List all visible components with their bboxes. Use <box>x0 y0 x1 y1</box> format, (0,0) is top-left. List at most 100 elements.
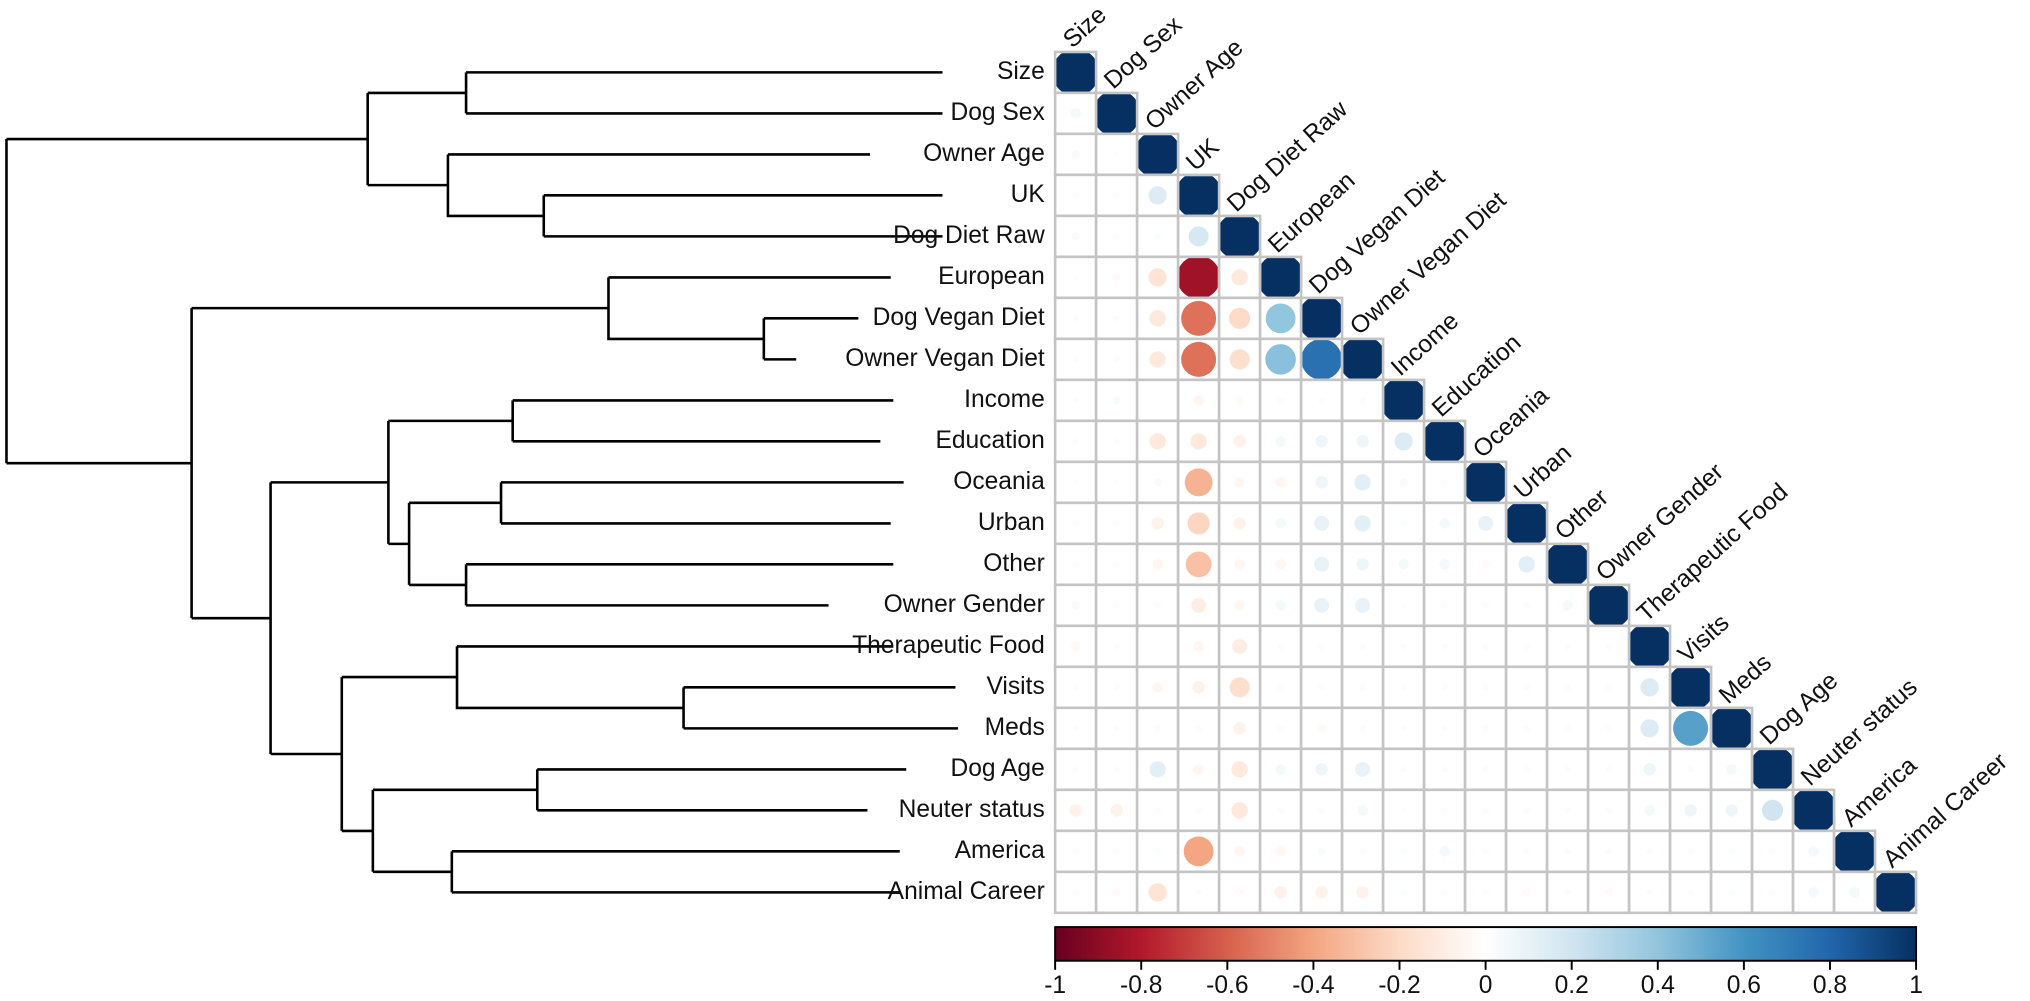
correlation-circle <box>1646 889 1653 896</box>
row-label: Size <box>997 58 1045 85</box>
correlation-circle <box>1181 300 1217 336</box>
correlation-circle <box>1400 684 1407 691</box>
correlation-circle <box>1317 724 1326 733</box>
correlation-circle <box>1354 515 1371 532</box>
correlation-circle <box>1712 709 1751 748</box>
correlation-circle <box>1154 233 1161 240</box>
column-label: Owner Vegan Diet <box>1345 187 1511 341</box>
correlation-circle <box>1275 764 1286 775</box>
correlation-circle <box>1605 848 1612 855</box>
correlation-circle <box>1113 684 1120 691</box>
correlation-circle <box>1072 438 1079 445</box>
colorbar-tick-label: -1 <box>1044 972 1066 999</box>
row-label: Dog Vegan Diet <box>873 304 1045 331</box>
correlation-circle <box>1195 807 1202 814</box>
correlation-circle <box>1359 848 1366 855</box>
correlation-circle <box>1112 888 1121 897</box>
correlation-circle <box>1769 889 1776 896</box>
row-label: Owner Age <box>923 140 1045 167</box>
correlation-circle <box>1191 597 1207 613</box>
correlation-circle <box>1355 597 1371 613</box>
correlation-circle <box>1315 886 1328 899</box>
correlation-circle <box>1604 888 1613 897</box>
correlation-circle <box>1441 643 1448 650</box>
correlation-circle <box>1728 889 1735 896</box>
correlation-circle <box>1359 725 1366 732</box>
column-label: Visits <box>1673 609 1734 668</box>
correlation-circle <box>1275 846 1286 857</box>
correlation-circle <box>1398 559 1409 570</box>
correlation-circle <box>1155 644 1160 649</box>
cell <box>1422 624 1467 669</box>
colorbar-tick-label: -0.4 <box>1292 972 1334 999</box>
correlation-circle <box>1318 397 1325 404</box>
correlation-circle <box>1154 602 1161 609</box>
correlation-circle <box>1192 681 1205 694</box>
correlation-circle <box>1113 192 1120 199</box>
correlation-circle <box>1195 725 1202 732</box>
correlation-circle <box>1277 725 1284 732</box>
correlation-circle <box>1072 192 1079 199</box>
correlation-circle <box>1179 176 1218 215</box>
correlation-circle <box>1148 883 1167 902</box>
correlation-circle <box>1644 805 1655 816</box>
correlation-circle <box>1523 684 1530 691</box>
correlation-circle <box>1229 677 1250 698</box>
correlation-circle <box>1113 848 1120 855</box>
correlation-circle <box>1112 396 1121 405</box>
correlation-circle <box>1876 873 1915 912</box>
row-label: Other <box>983 550 1044 577</box>
correlation-circle <box>1113 479 1120 486</box>
row-label: Income <box>964 386 1045 413</box>
correlation-circle <box>1188 226 1209 247</box>
correlation-circle <box>1523 602 1530 609</box>
correlation-circle <box>1343 340 1382 379</box>
correlation-circle <box>1356 558 1369 571</box>
correlation-circle <box>1318 643 1325 650</box>
colorbar-tick-label: 0.4 <box>1641 972 1675 999</box>
matrix <box>1053 50 1918 915</box>
correlation-circle <box>1564 807 1571 814</box>
correlation-circle <box>1359 643 1366 650</box>
correlation-circle <box>1302 340 1341 379</box>
correlation-circle <box>1808 887 1819 898</box>
correlation-circle <box>1400 725 1407 732</box>
correlation-circle <box>1564 766 1571 773</box>
correlation-circle <box>1673 710 1709 746</box>
correlation-circle <box>1762 799 1784 821</box>
correlation-circle <box>1400 520 1407 527</box>
correlation-circle <box>1231 802 1248 819</box>
correlation-circle <box>1056 53 1095 92</box>
correlation-circle <box>1113 561 1120 568</box>
correlation-circle <box>1275 477 1286 488</box>
correlation-circle <box>1072 684 1079 691</box>
correlation-circle <box>1482 848 1489 855</box>
correlation-circle <box>1564 725 1571 732</box>
correlation-circle <box>1113 356 1120 363</box>
correlation-circle <box>1149 310 1166 327</box>
correlation-circle <box>1231 761 1248 778</box>
correlation-circle <box>1355 761 1371 777</box>
correlation-circle <box>1277 397 1284 404</box>
row-label: Owner Vegan Diet <box>845 345 1045 372</box>
correlation-circle <box>1605 766 1612 773</box>
correlation-circle <box>1318 807 1325 814</box>
row-label: Therapeutic Food <box>852 632 1045 659</box>
correlation-circle <box>1482 602 1489 609</box>
correlation-circle <box>1265 303 1296 334</box>
correlation-circle <box>1835 832 1874 871</box>
correlation-circle <box>1071 601 1080 610</box>
correlation-circle <box>1097 94 1136 133</box>
correlation-circle <box>1684 804 1697 817</box>
correlation-circle <box>1113 233 1120 240</box>
correlation-circle <box>1220 217 1259 256</box>
correlation-circle <box>1482 643 1489 650</box>
correlation-circle <box>1523 848 1530 855</box>
correlation-circle <box>1152 682 1163 693</box>
correlation-circle <box>1235 396 1244 405</box>
correlation-circle <box>1113 643 1120 650</box>
correlation-circle <box>1466 463 1505 502</box>
correlation-circle <box>1195 889 1202 896</box>
correlation-circle <box>1359 684 1366 691</box>
